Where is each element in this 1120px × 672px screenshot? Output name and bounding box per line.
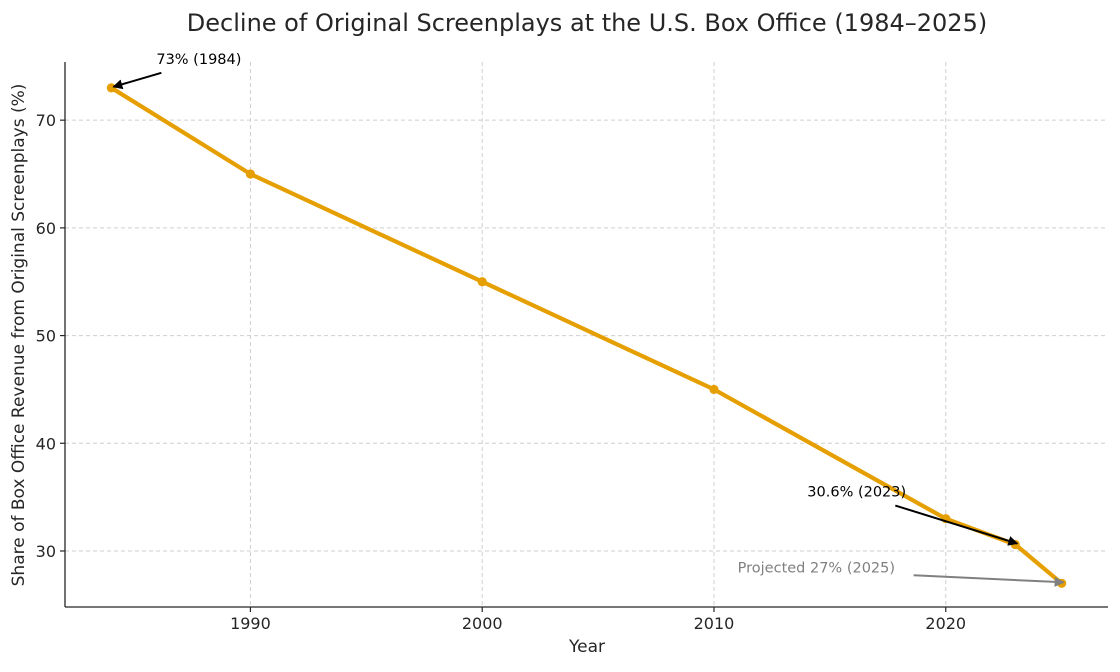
y-tick-label: 40 — [36, 434, 56, 453]
y-tick-label: 60 — [36, 219, 56, 238]
data-point-2000 — [477, 277, 487, 287]
data-point-1984 — [106, 83, 116, 93]
x-axis-label: Year — [568, 637, 605, 657]
y-axis-label: Share of Box Office Revenue from Origina… — [9, 84, 29, 587]
y-tick-label: 70 — [36, 111, 56, 130]
data-point-2025 — [1057, 578, 1067, 588]
x-tick-label: 2010 — [694, 614, 735, 633]
x-tick-label: 1990 — [230, 614, 271, 633]
annotation-arrow — [913, 574, 1065, 587]
x-tick-label: 2020 — [925, 614, 966, 633]
data-point-1990 — [245, 169, 256, 179]
chart-title: Decline of Original Screenplays at the U… — [187, 9, 987, 37]
annotation-label: 73% (1984) — [156, 52, 241, 68]
data-point-2010 — [709, 384, 719, 395]
y-tick-label: 30 — [36, 542, 56, 561]
annotation-arrow — [112, 71, 162, 90]
annotation-label: 30.6% (2023) — [807, 485, 906, 501]
annotation-arrow — [894, 504, 1019, 546]
grid — [65, 62, 1108, 607]
x-tick-label: 2000 — [462, 614, 503, 633]
y-tick-label: 50 — [36, 327, 56, 346]
annotation-label: Projected 27% (2025) — [738, 560, 895, 576]
annotations: 73% (1984) 30.6% (2023) Projected 27% (202… — [112, 52, 1065, 587]
axes: 1990 2000 2010 2020 30 40 50 60 70 — [36, 62, 1108, 633]
